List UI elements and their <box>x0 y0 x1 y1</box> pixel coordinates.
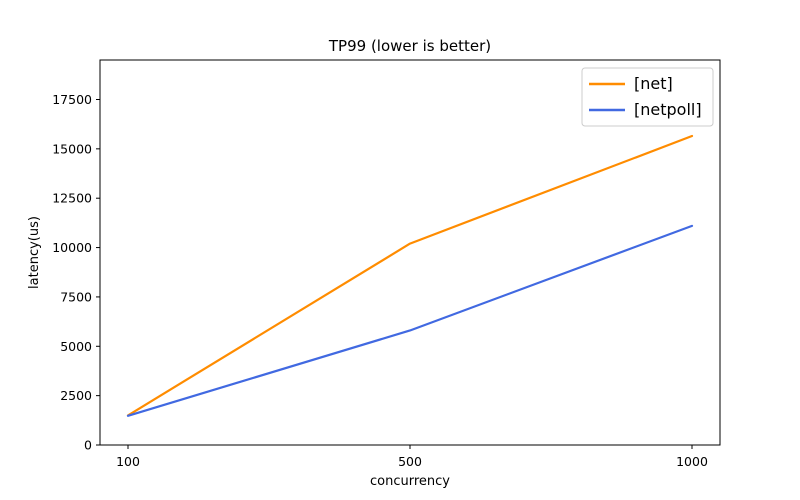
y-tick-label: 2500 <box>60 388 92 403</box>
series-line-1 <box>126 224 694 417</box>
x-axis-ticks: 100 500 1000 <box>116 445 708 469</box>
x-tick-label: 500 <box>398 454 422 469</box>
y-tick-label: 0 <box>84 438 92 453</box>
y-tick-label: 7500 <box>60 289 92 304</box>
chart-title: TP99 (lower is better) <box>328 37 491 55</box>
x-tick-label: 100 <box>116 454 140 469</box>
y-tick-label: 12500 <box>52 191 92 206</box>
x-tick-label: 1000 <box>676 454 708 469</box>
y-tick-label: 15000 <box>52 141 92 156</box>
y-axis-label: latency(us) <box>27 216 42 289</box>
y-tick-label: 5000 <box>60 339 92 354</box>
series-layer <box>126 134 694 417</box>
x-axis-label: concurrency <box>370 474 450 489</box>
legend: [net] [netpoll] <box>581 67 714 127</box>
y-tick-label: 10000 <box>52 240 92 255</box>
legend-label-net: [net] <box>634 74 673 93</box>
y-tick-label: 17500 <box>52 92 92 107</box>
y-axis-ticks: 0 2500 5000 7500 10000 12500 15000 17500 <box>52 92 100 453</box>
legend-label-netpoll: [netpoll] <box>634 100 702 119</box>
legend-box <box>581 67 714 127</box>
series-line-0 <box>126 134 694 417</box>
